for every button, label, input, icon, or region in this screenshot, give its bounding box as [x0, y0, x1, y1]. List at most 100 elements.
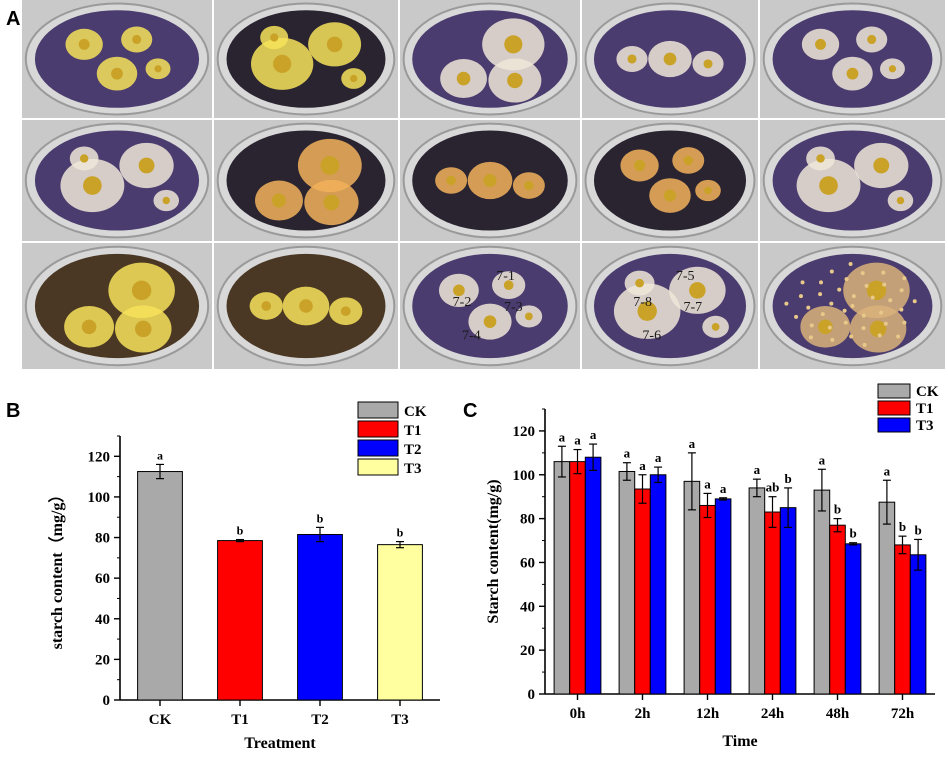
x-tick-label: 48h: [826, 706, 850, 722]
small-colony: [818, 292, 823, 297]
plate-handwritten-label: 7-1: [496, 269, 515, 284]
colony: [81, 319, 97, 335]
plate-handwritten-label: 7-2: [453, 295, 472, 310]
petri-plate-photo: [22, 243, 212, 369]
small-colony: [798, 294, 803, 299]
x-tick-label: 2h: [635, 706, 652, 722]
small-colony: [902, 320, 907, 325]
y-tick-label: 120: [513, 424, 536, 440]
y-tick-label: 40: [95, 612, 110, 628]
bar: [699, 504, 716, 695]
colony: [456, 71, 471, 86]
bar: [764, 511, 781, 695]
colony: [270, 33, 279, 42]
legend-swatch: [877, 400, 911, 416]
y-tick-label: 100: [513, 468, 536, 484]
bar: [813, 489, 831, 695]
legend-label: T3: [404, 461, 422, 477]
significance-letter: a: [754, 462, 761, 477]
significance-letter: a: [574, 433, 581, 448]
petri-plate-photo: [760, 0, 945, 118]
small-colony: [837, 287, 842, 292]
chart-b-starch-by-treatment: 0 20 40 60 80 100 120 CK a T1 b T2 b T3 b Treatment star…: [48, 401, 440, 752]
colony: [299, 299, 313, 313]
colony: [271, 193, 286, 208]
small-colony: [794, 314, 799, 319]
small-colony: [849, 334, 854, 339]
bar: [829, 524, 846, 695]
small-colony: [800, 280, 805, 285]
x-tick-label: 12h: [696, 706, 720, 722]
colony: [637, 301, 657, 321]
legend-label: CK: [916, 384, 939, 400]
petri-plate-photo: [582, 0, 758, 118]
significance-letter: a: [590, 427, 597, 442]
y-tick-label: 40: [520, 599, 535, 615]
plate-handwritten-label: 7-3: [504, 300, 523, 315]
colony: [320, 156, 340, 175]
colony: [818, 319, 833, 335]
small-colony: [862, 342, 867, 347]
colony: [350, 74, 358, 83]
colony: [627, 54, 637, 64]
colony: [323, 194, 340, 211]
bar: [618, 470, 636, 695]
legend-label: CK: [404, 404, 427, 420]
colony: [504, 35, 523, 54]
colony: [711, 322, 720, 331]
bar: [377, 544, 423, 701]
small-colony: [844, 277, 849, 282]
colony: [704, 186, 712, 195]
significance-letter: a: [559, 429, 566, 444]
legend-label: T3: [916, 418, 934, 434]
colony: [869, 320, 887, 338]
bar: [634, 488, 651, 695]
colony: [896, 196, 905, 205]
colony: [453, 284, 465, 297]
legend-swatch: [877, 383, 911, 399]
significance-letter: b: [914, 522, 921, 537]
y-axis-title: starch content（mg/g）: [48, 487, 66, 650]
y-axis-title: Starch content(mg/g): [485, 479, 502, 623]
significance-letter: a: [157, 448, 163, 462]
bar: [649, 474, 667, 695]
small-colony: [902, 276, 907, 281]
small-colony: [829, 301, 834, 306]
significance-letter: a: [689, 436, 696, 451]
colony: [135, 320, 152, 338]
small-colony: [842, 308, 847, 313]
legend-label: T1: [404, 423, 422, 439]
colony: [483, 173, 497, 188]
colony: [846, 67, 859, 80]
colony: [867, 34, 877, 45]
significance-letter: a: [639, 458, 646, 473]
colony: [866, 280, 887, 301]
bar: [909, 554, 927, 695]
small-colony: [870, 295, 875, 300]
small-colony: [851, 294, 856, 299]
small-colony: [784, 301, 789, 306]
bar: [748, 487, 766, 695]
legend-swatch: [877, 417, 911, 433]
colony: [524, 312, 533, 321]
colony: [111, 67, 123, 80]
petri-plate-photo: [582, 120, 758, 241]
x-axis-title: Treatment: [244, 735, 316, 752]
significance-letter: b: [317, 511, 324, 525]
significance-letter: b: [834, 502, 841, 517]
small-colony: [861, 326, 866, 331]
colony: [162, 196, 170, 205]
y-tick-label: 60: [520, 555, 535, 571]
y-tick-label: 0: [103, 693, 111, 709]
legend: CK T1 T2 T3: [357, 401, 427, 477]
legend-swatch: [357, 401, 399, 419]
colony: [340, 306, 351, 317]
colony: [633, 159, 646, 172]
significance-letter: a: [720, 481, 727, 496]
colony: [154, 65, 162, 73]
significance-letter: a: [884, 463, 891, 478]
colony: [703, 59, 713, 69]
small-colony: [827, 325, 832, 330]
bar: [297, 533, 343, 701]
